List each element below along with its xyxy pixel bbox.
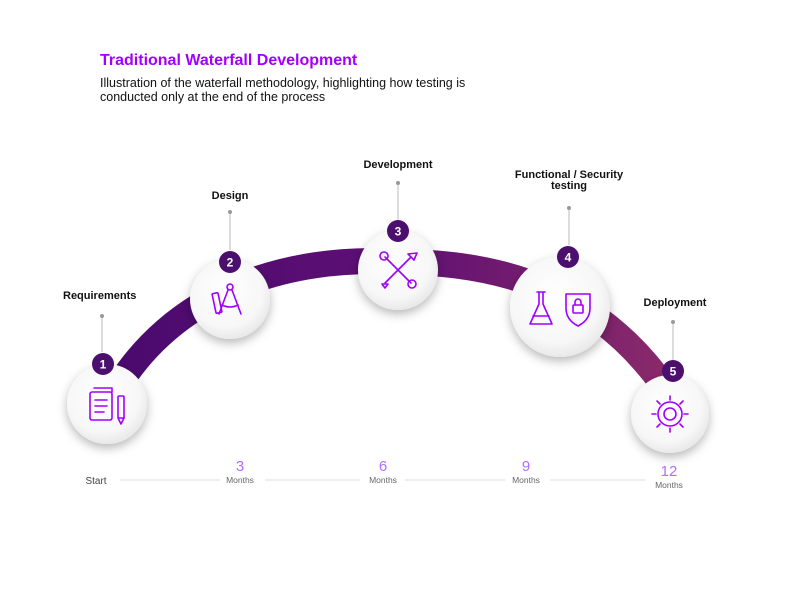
- phase-3-badge: 3: [387, 220, 409, 242]
- phase-2-badge: 2: [219, 251, 241, 273]
- phase-1-badge: 1: [92, 353, 114, 375]
- phase-3-number: 3: [395, 225, 402, 239]
- wrench-tools-icon: [379, 251, 418, 289]
- timeline-mark-6: 6: [379, 458, 387, 475]
- document-pen-icon: [89, 387, 125, 425]
- timeline: Start 3 Months 6 Months 9 Months 12 Mont…: [85, 458, 683, 490]
- timeline-unit: Months: [369, 475, 397, 485]
- flask-shield-icon: [529, 291, 591, 327]
- phase-5-badge: 5: [662, 360, 684, 382]
- timeline-unit: Months: [512, 475, 540, 485]
- phase-2-label: Design: [212, 190, 249, 202]
- phase-4-number: 4: [565, 251, 572, 265]
- phase-3-label: Development: [363, 159, 432, 171]
- page-subtitle: Illustration of the waterfall methodolog…: [100, 76, 466, 104]
- timeline-unit: Months: [655, 480, 683, 490]
- phase-4-label-line2: testing: [551, 180, 587, 192]
- leader-lines: [100, 181, 675, 360]
- phase-4-badge: 4: [557, 246, 579, 268]
- phase-2-number: 2: [227, 256, 234, 270]
- phase-3-node: [358, 230, 438, 310]
- phase-1-number: 1: [100, 358, 107, 372]
- phase-1-label: Requirements: [63, 290, 136, 302]
- phase-5-node: [631, 375, 709, 453]
- timeline-unit: Months: [226, 475, 254, 485]
- gear-icon: [651, 395, 689, 433]
- page-title: Traditional Waterfall Development: [100, 52, 358, 69]
- phase-4-node: [510, 257, 610, 357]
- timeline-start: Start: [85, 476, 106, 487]
- timeline-mark-3: 3: [236, 458, 244, 475]
- phase-1-node: [67, 364, 147, 444]
- compass-pencil-icon: [211, 283, 242, 315]
- phase-2-node: [190, 259, 270, 339]
- phase-5-number: 5: [670, 365, 677, 379]
- phase-4-label-line1: Functional / Security: [515, 169, 624, 181]
- phase-5-label: Deployment: [644, 297, 707, 309]
- timeline-mark-12: 12: [661, 463, 678, 480]
- timeline-mark-9: 9: [522, 458, 530, 475]
